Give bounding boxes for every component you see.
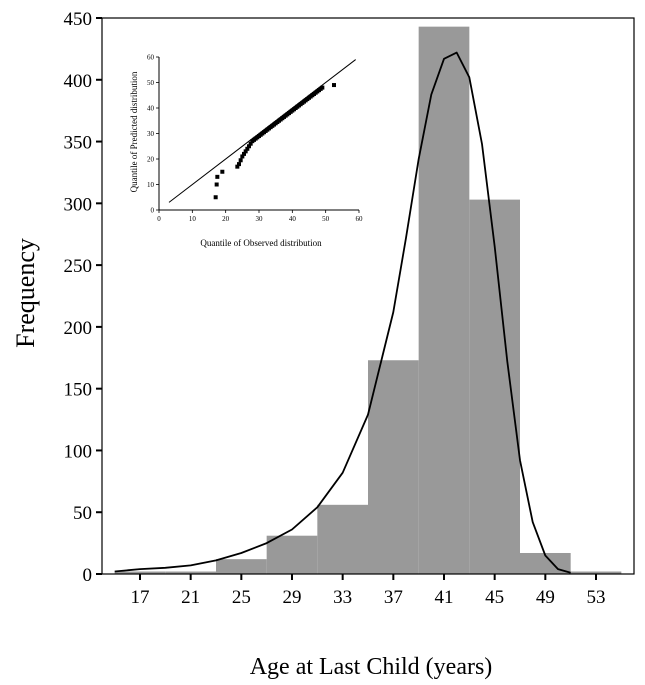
histogram-bar xyxy=(469,199,520,575)
inset-qq-point xyxy=(213,195,218,200)
y-tick-label: 400 xyxy=(64,71,93,92)
y-tick-label: 150 xyxy=(64,380,93,401)
inset-qq-point xyxy=(215,174,220,179)
inset-qq-point xyxy=(238,158,243,163)
inset-x-tick-label: 10 xyxy=(189,215,197,223)
inset-y-tick-label: 30 xyxy=(147,130,155,138)
y-tick-label: 0 xyxy=(83,565,93,586)
main-bars xyxy=(114,26,622,575)
inset-y-tick-label: 50 xyxy=(147,79,155,87)
inset-qq-point xyxy=(235,164,240,169)
inset-x-tick-label: 0 xyxy=(157,215,161,223)
inset-qq-point xyxy=(242,151,246,156)
inset-x-tick-label: 40 xyxy=(289,215,297,223)
inset-y-axis-label: Quantile of Predicted distribution xyxy=(129,71,139,192)
inset-qq-plot: 0 10 20 30 40 50 60 0 10 20 30 40 50 60 xyxy=(147,54,363,224)
inset-qq-point xyxy=(220,169,225,174)
y-tick-label: 250 xyxy=(64,256,93,277)
inset-y-tick-label: 20 xyxy=(147,156,155,164)
inset-qq-point xyxy=(332,83,336,88)
inset-qq-point xyxy=(243,149,248,154)
x-tick-label: 49 xyxy=(536,587,555,608)
x-tick-label: 37 xyxy=(384,587,403,608)
main-x-axis-label: Age at Last Child (years) xyxy=(250,654,493,680)
y-tick-label: 350 xyxy=(64,133,93,154)
inset-x-tick-label: 20 xyxy=(222,215,230,223)
inset-y-tick-label: 0 xyxy=(151,207,155,215)
x-tick-label: 41 xyxy=(435,587,454,608)
inset-qq-point xyxy=(237,162,241,167)
main-plot-frame xyxy=(101,17,635,575)
histogram-bar xyxy=(418,26,470,575)
histogram-bar xyxy=(114,571,166,574)
inset-y-tick-label: 40 xyxy=(147,105,155,113)
x-tick-label: 25 xyxy=(232,587,251,608)
inset-qq-point xyxy=(245,146,250,151)
inset-qq-point xyxy=(320,85,325,90)
inset-x-axis-label: Quantile of Observed distribution xyxy=(200,238,322,248)
x-tick-label: 17 xyxy=(131,587,150,608)
inset-x-tick-label: 60 xyxy=(356,215,364,223)
inset-qq-point xyxy=(214,182,219,187)
x-tick-label: 33 xyxy=(333,587,352,608)
histogram-bar xyxy=(216,559,267,574)
y-tick-label: 200 xyxy=(64,318,93,339)
main-fitted-curve-group xyxy=(114,51,571,574)
inset-y-tick-label: 60 xyxy=(147,54,155,62)
fitted-density-curve xyxy=(114,51,571,574)
y-tick-label: 50 xyxy=(73,503,92,524)
inset-qq-point xyxy=(248,141,253,146)
inset-x-tick-label: 30 xyxy=(256,215,264,223)
x-tick-label: 29 xyxy=(283,587,302,608)
histogram-bar xyxy=(570,571,622,574)
y-tick-label: 300 xyxy=(64,194,93,215)
y-tick-label: 450 xyxy=(64,9,93,30)
x-tick-label: 45 xyxy=(485,587,504,608)
inset-qq-point xyxy=(240,154,245,159)
histogram-bar xyxy=(317,504,368,574)
histogram-bar xyxy=(266,535,318,574)
histogram-bar xyxy=(165,571,216,574)
inset-y-tick-label: 10 xyxy=(147,181,155,189)
histogram-bar xyxy=(368,360,419,574)
main-y-axis-label: Frequency xyxy=(11,238,40,348)
x-tick-label: 21 xyxy=(181,587,200,608)
y-tick-label: 100 xyxy=(64,441,93,462)
x-tick-label: 53 xyxy=(587,587,606,608)
inset-x-tick-label: 50 xyxy=(322,215,330,223)
inset-qq-point xyxy=(247,144,251,149)
